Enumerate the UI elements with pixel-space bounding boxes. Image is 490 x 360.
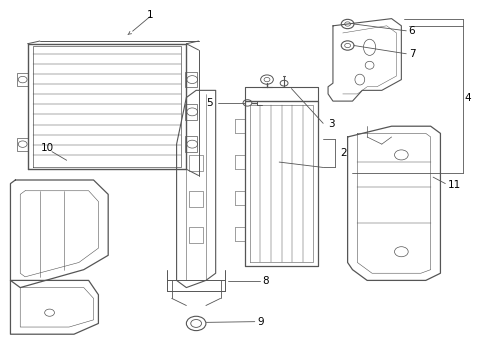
Bar bbox=[17, 138, 27, 150]
Bar bbox=[189, 191, 203, 207]
Text: 4: 4 bbox=[464, 93, 470, 103]
Bar bbox=[189, 226, 203, 243]
Bar bbox=[185, 72, 197, 87]
Text: 5: 5 bbox=[207, 98, 213, 108]
Text: 9: 9 bbox=[257, 317, 264, 327]
Text: 7: 7 bbox=[409, 49, 416, 59]
Text: 2: 2 bbox=[340, 148, 347, 158]
Bar bbox=[17, 73, 27, 86]
Text: 1: 1 bbox=[147, 10, 153, 20]
Text: 8: 8 bbox=[262, 276, 269, 286]
Text: 11: 11 bbox=[448, 180, 461, 190]
Bar bbox=[189, 155, 203, 171]
Text: 10: 10 bbox=[41, 143, 54, 153]
Bar bbox=[185, 136, 197, 152]
Text: 3: 3 bbox=[328, 120, 335, 129]
Bar bbox=[185, 104, 197, 120]
Text: 6: 6 bbox=[409, 26, 416, 36]
